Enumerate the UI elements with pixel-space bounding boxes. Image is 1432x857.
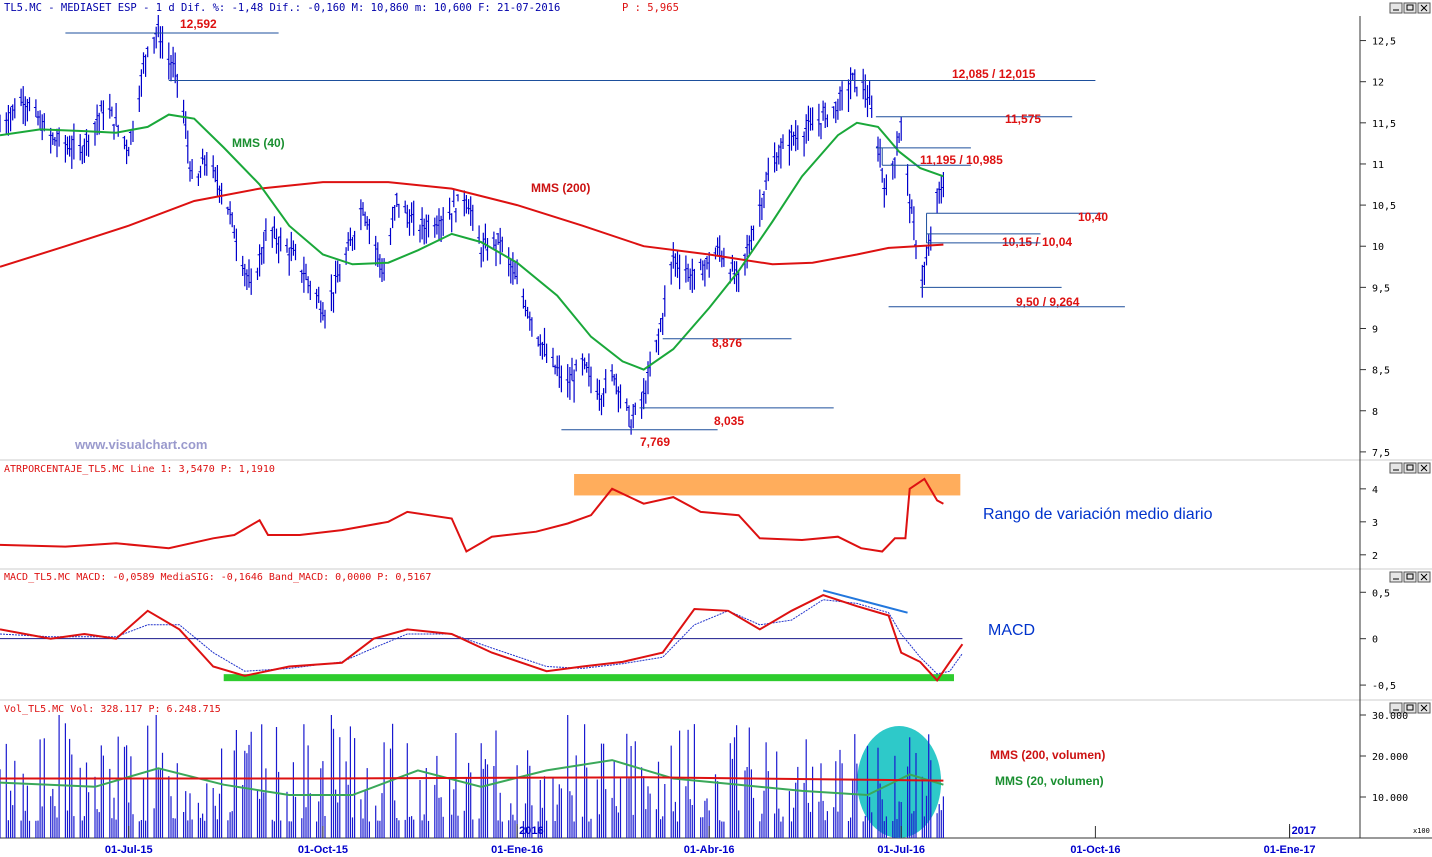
price-y-tick-label: 10 [1372,242,1384,253]
atr-y-tick-label: 3 [1372,518,1378,529]
vol-ma20-label: MMS (20, volumen) [995,774,1104,788]
x-tick-label: 01-Ene-17 [1264,844,1316,856]
price-y-tick-label: 11,5 [1372,119,1396,130]
maximize-glyph [1406,573,1414,580]
window-buttons-macd[interactable] [1389,571,1431,583]
title-bar [0,0,1432,16]
price-y-tick-label: 9 [1372,324,1378,335]
price-bars [0,15,945,435]
mms40-line [0,113,944,371]
macd-signal-line [0,599,963,675]
level-label-7-769: 7,769 [640,435,670,449]
price-y-tick-label: 7,5 [1372,448,1390,459]
price-y-tick-label: 9,5 [1372,283,1390,294]
maximize-window-icon[interactable] [1403,462,1417,474]
header-stats: TL5.MC - MEDIASET ESP - 1 d Dif. %: -1,4… [4,2,560,14]
close-glyph [1420,464,1428,472]
minimize-window-icon[interactable] [1389,462,1403,474]
mms40-label: MMS (40) [232,136,285,150]
x-tick-label: 01-Oct-16 [1070,844,1120,856]
window-buttons-volume[interactable] [1389,702,1431,714]
maximize-glyph [1406,704,1414,711]
level-label-11-575: 11,575 [1005,112,1041,126]
level-label-12-085-12-015: 12,085 / 12,015 [952,67,1036,81]
mms200-line [0,181,944,268]
atr-y-tick-label: 2 [1372,551,1378,562]
price-y-tick-label: 12,5 [1372,37,1396,48]
maximize-glyph [1406,464,1414,471]
minimize-window-icon[interactable] [1389,571,1403,583]
x-tick-label: 01-Oct-15 [298,844,348,856]
close-glyph [1420,573,1428,581]
volume-bars [0,715,945,838]
price-y-tick-label: 8,5 [1372,366,1390,377]
atr-y-tick-label: 4 [1372,485,1378,496]
price-y-tick-label: 8 [1372,407,1378,418]
level-label-12-592: 12,592 [180,17,217,31]
vol-y-tick-label: 10.000 [1372,793,1408,804]
level-label-10-40: 10,40 [1078,210,1108,224]
close-glyph [1420,4,1428,12]
vol-ma200-line [0,776,944,782]
level-label-11-195-10-985: 11,195 / 10,985 [920,153,1003,167]
volume-multiplier: x100 [1413,827,1430,835]
window-buttons-atr[interactable] [1389,462,1431,474]
mms200-label: MMS (200) [531,181,590,195]
x-tick-label: 01-Jul-15 [105,844,153,856]
level-label-10-15-10-04: 10,15 / 10,04 [1002,235,1072,249]
atr-annotation: Rango de variación medio diario [983,506,1213,523]
header-last-price: P : 5,965 [622,2,679,14]
x-tick-label: 01-Abr-16 [684,844,735,856]
vol-y-tick-label: 20.000 [1372,752,1408,763]
level-label-8-035: 8,035 [714,414,744,428]
minimize-window-icon[interactable] [1389,2,1403,14]
atr-highlight-band [574,474,961,496]
maximize-window-icon[interactable] [1403,571,1417,583]
macd-trendline [822,589,908,614]
atr-title: ATRPORCENTAJE_TL5.MC Line 1: 3,5470 P: 1… [4,464,275,475]
macd-line [0,594,964,683]
macd-y-tick-label: 0 [1372,635,1378,646]
x-tick-label: 01-Jul-16 [877,844,925,856]
x-axis: 01-Jul-15 01-Oct-15 01-Ene-16 01-Abr-16 01-J… [105,824,1316,856]
volume-title: Vol_TL5.MC Vol: 328.117 P: 6.248.715 [4,704,221,715]
year-marker-label: 2017 [1292,825,1316,837]
macd-support-band [223,674,954,682]
level-label-8-876: 8,876 [712,336,742,350]
maximize-window-icon[interactable] [1403,2,1417,14]
macd-panel: 0,5 0 -0,5 [0,588,1396,692]
macd-annotation: MACD [988,622,1035,639]
level-label-9-50-9-264: 9,50 / 9,264 [1016,295,1080,309]
price-y-tick-label: 10,5 [1372,201,1396,212]
price-panel: 12,5 12 11,5 11 10,5 10 9,5 9 8,5 8 7,5 12,592 12,08… [0,15,1396,459]
year-marker-label: 2016 [519,825,543,837]
macd-y-tick-label: 0,5 [1372,588,1390,599]
minimize-window-icon[interactable] [1389,702,1403,714]
close-glyph [1420,704,1428,712]
atr-line [0,477,944,553]
maximize-glyph [1406,4,1414,11]
vol-y-tick-label: 30.000 [1372,711,1408,722]
price-y-tick-label: 11 [1372,160,1384,171]
atr-panel: 4 3 2 [0,474,1378,562]
macd-y-tick-label: -0,5 [1372,681,1396,692]
vol-ma200-label: MMS (200, volumen) [990,748,1105,762]
maximize-window-icon[interactable] [1403,702,1417,714]
watermark: www.visualchart.com [74,437,207,452]
price-y-tick-label: 12 [1372,78,1384,89]
volume-panel: 30.000 20.000 10.000 [0,711,1408,838]
macd-title: MACD_TL5.MC MACD: -0,0589 MediaSIG: -0,1… [4,572,431,583]
x-tick-label: 01-Ene-16 [491,844,543,856]
window-buttons-price[interactable] [1389,2,1431,14]
